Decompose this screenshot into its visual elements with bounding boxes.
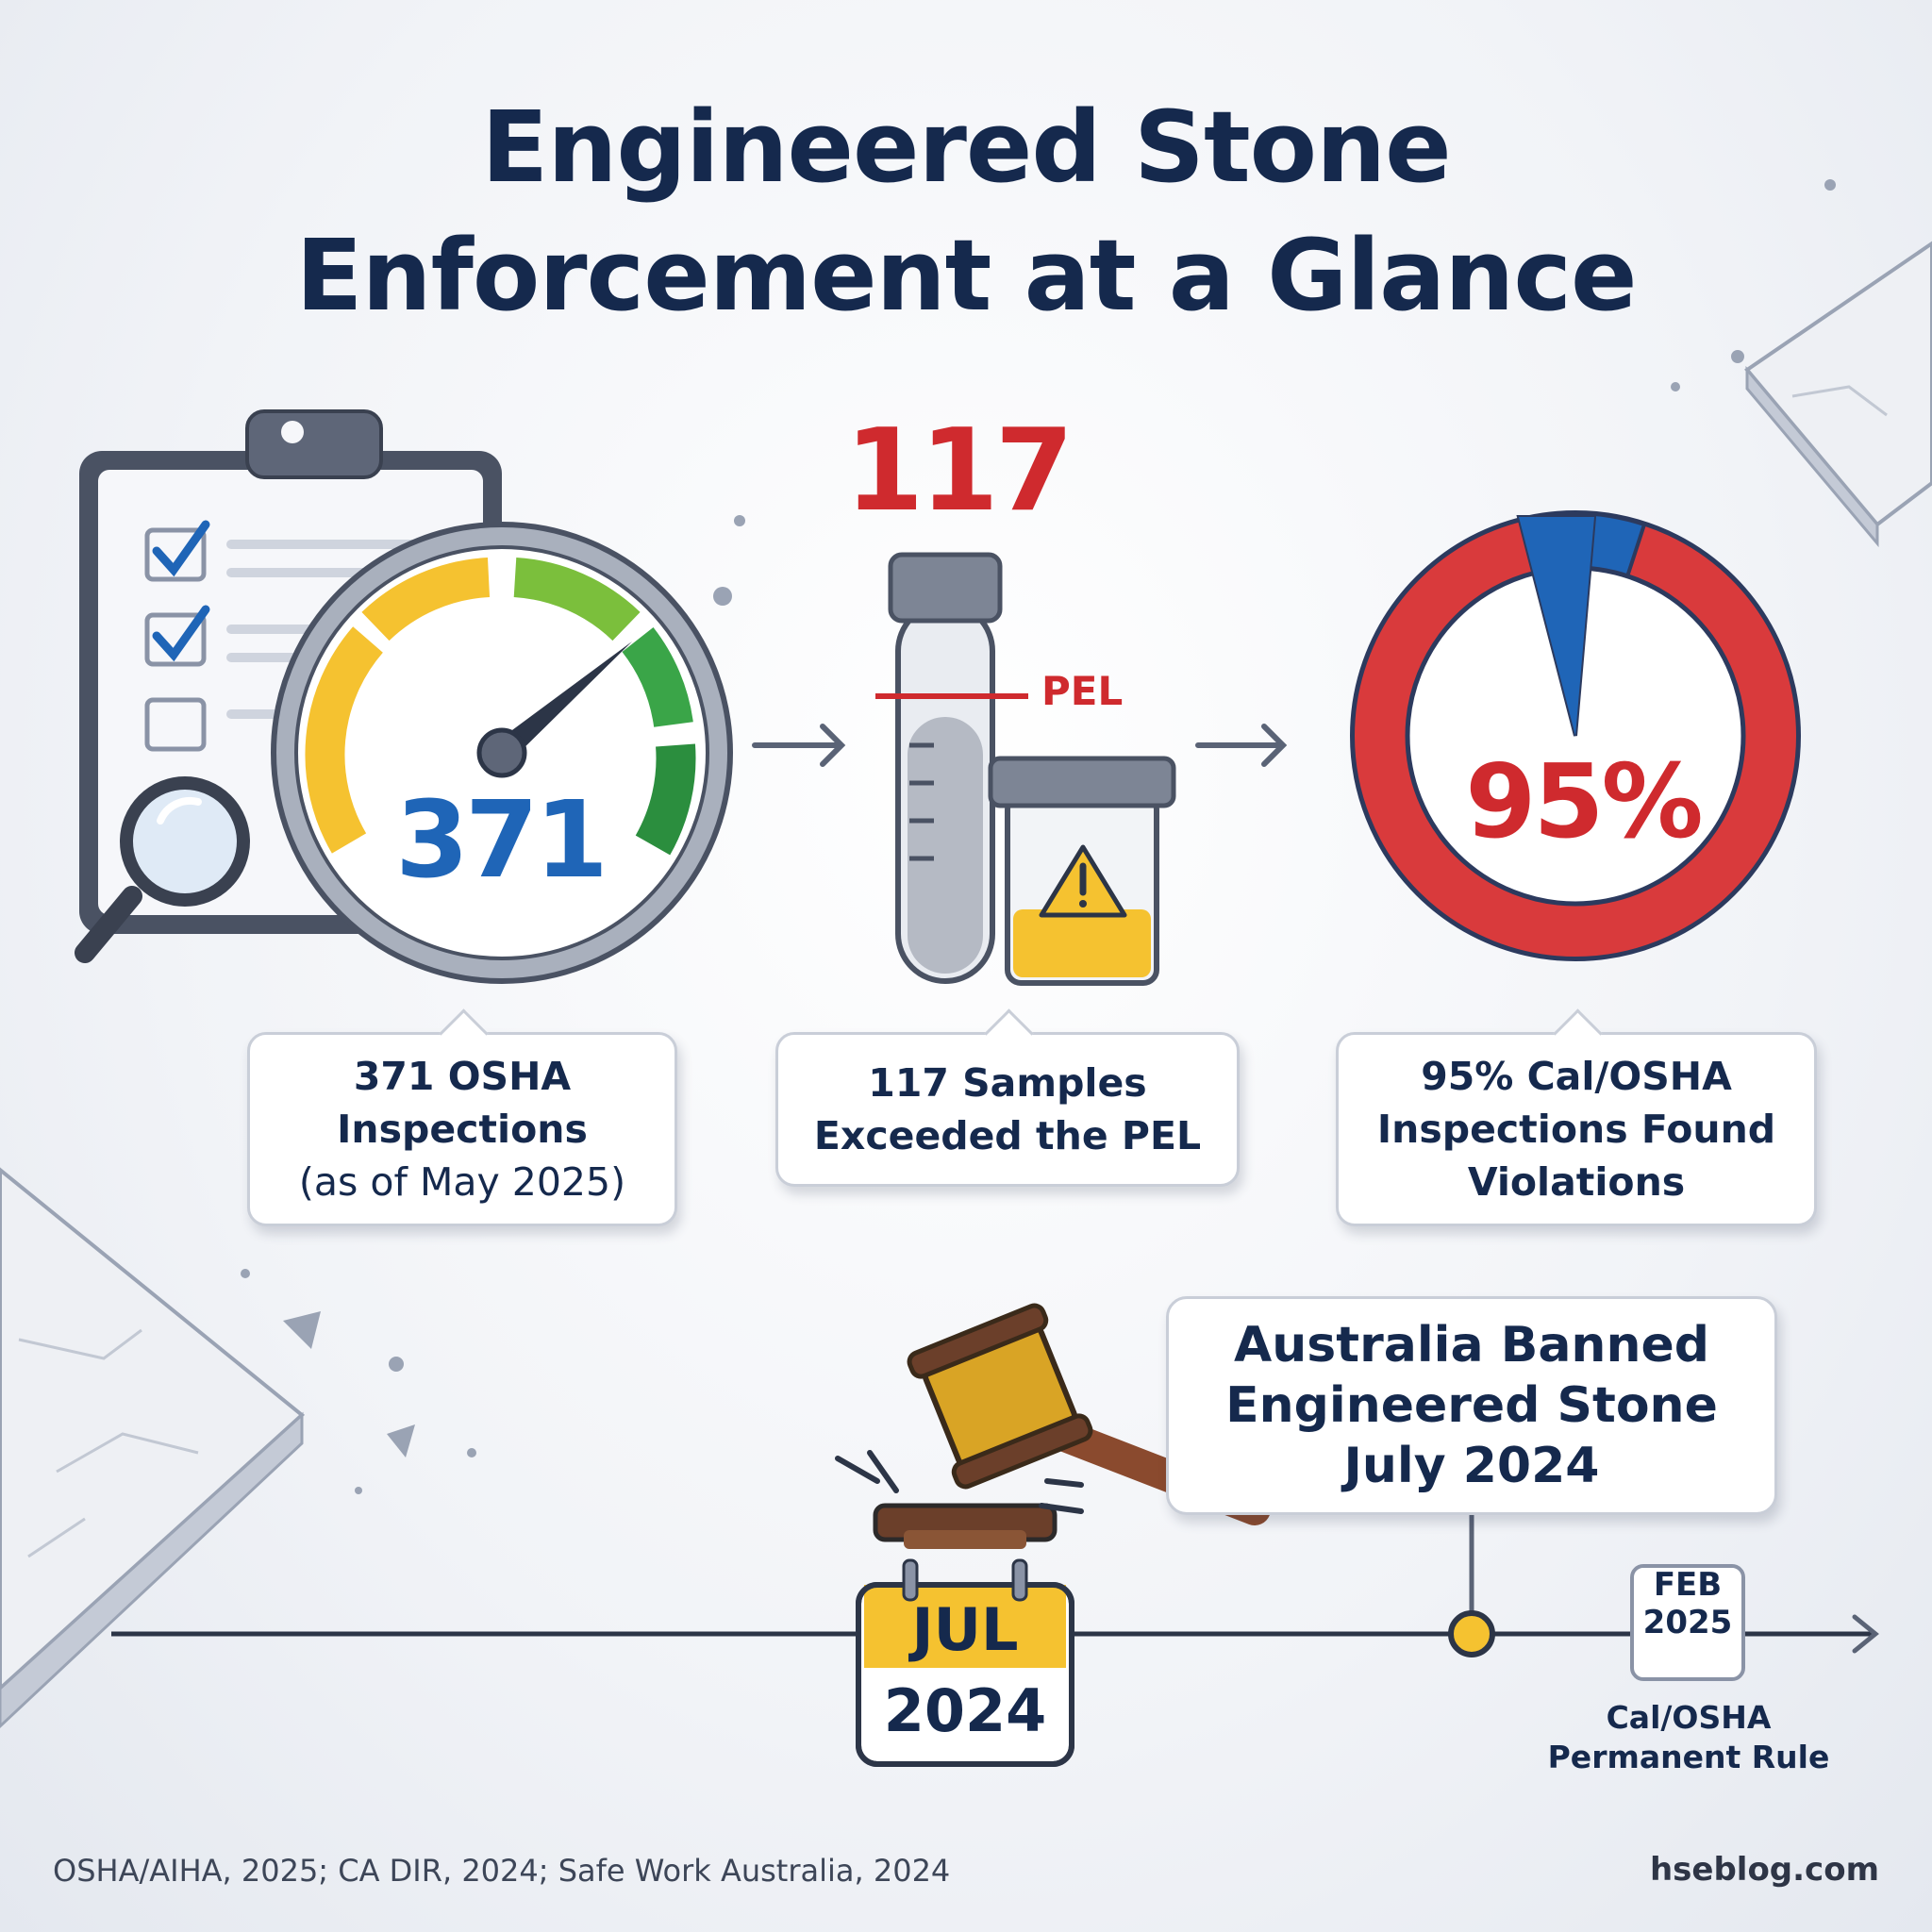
dust-particles — [241, 179, 1836, 1494]
samples-label-line-2: Exceeded the PEL — [813, 1113, 1202, 1158]
feb-date: FEB 2025 — [1632, 1566, 1743, 1641]
australia-line-3: July 2024 — [1343, 1438, 1600, 1494]
title-line-1: Engineered Stone — [481, 90, 1451, 205]
australia-line-2: Engineered Stone — [1225, 1377, 1718, 1434]
gauge-value: 371 — [395, 779, 608, 902]
site-credit: hseblog.com — [1649, 1851, 1879, 1889]
pel-marker-label: PEL — [1041, 668, 1124, 714]
feb-year: 2025 — [1642, 1604, 1733, 1641]
inspections-callout: 371 OSHA Inspections (as of May 2025) — [247, 1008, 677, 1226]
feb-label-line-2: Permanent Rule — [1547, 1739, 1830, 1775]
samples-label-line-1: 117 Samples — [868, 1060, 1147, 1106]
calendar-month: JUL — [911, 1595, 1019, 1664]
violations-label-line-2: Inspections Found — [1376, 1107, 1776, 1152]
calendar-icon — [856, 1558, 1074, 1767]
violations-callout: 95% Cal/OSHA Inspections Found Violation… — [1336, 1008, 1817, 1226]
violations-percent: 95% — [1465, 743, 1704, 861]
inspections-label-line-2: Inspections — [337, 1107, 588, 1152]
inspections-label-line-1: 371 OSHA — [353, 1054, 572, 1099]
inspections-label-line-3: (as of May 2025) — [298, 1159, 626, 1205]
stone-slab-top-right-icon — [1744, 241, 1932, 548]
feb-date-box — [1630, 1564, 1745, 1681]
sample-cup-icon — [988, 756, 1176, 986]
australia-ban-callout: Australia Banned Engineered Stone July 2… — [1166, 1296, 1777, 1515]
australia-line-1: Australia Banned — [1234, 1317, 1709, 1374]
samples-headline: 117 — [844, 406, 1074, 537]
feb-label-line-1: Cal/OSHA — [1606, 1699, 1772, 1736]
donut-chart-icon — [1350, 510, 1801, 961]
gavel-icon — [835, 1303, 1271, 1549]
sources-citation: OSHA/AIHA, 2025; CA DIR, 2024; Safe Work… — [53, 1853, 951, 1889]
arrow-right-icon — [752, 724, 846, 767]
test-tube-icon — [875, 552, 1028, 984]
calendar-year: 2024 — [883, 1676, 1047, 1745]
magnifying-glass-icon — [75, 776, 250, 963]
feb-month: FEB — [1653, 1566, 1723, 1604]
timeline-marker-dot — [1448, 1610, 1495, 1657]
violations-label-line-1: 95% Cal/OSHA — [1421, 1054, 1732, 1099]
page-title: Engineered Stone Enforcement at a Glance — [0, 83, 1932, 340]
title-line-2: Enforcement at a Glance — [295, 218, 1637, 333]
samples-callout: 117 Samples Exceeded the PEL — [775, 1008, 1240, 1187]
stone-slab-bottom-left-icon — [0, 1167, 306, 1729]
feb-event-label: Cal/OSHA Permanent Rule — [1528, 1698, 1849, 1777]
flow-arrows — [752, 724, 1288, 767]
gauge-icon — [271, 522, 733, 984]
arrow-right-icon — [1195, 724, 1288, 767]
violations-label-line-3: Violations — [1467, 1159, 1686, 1205]
